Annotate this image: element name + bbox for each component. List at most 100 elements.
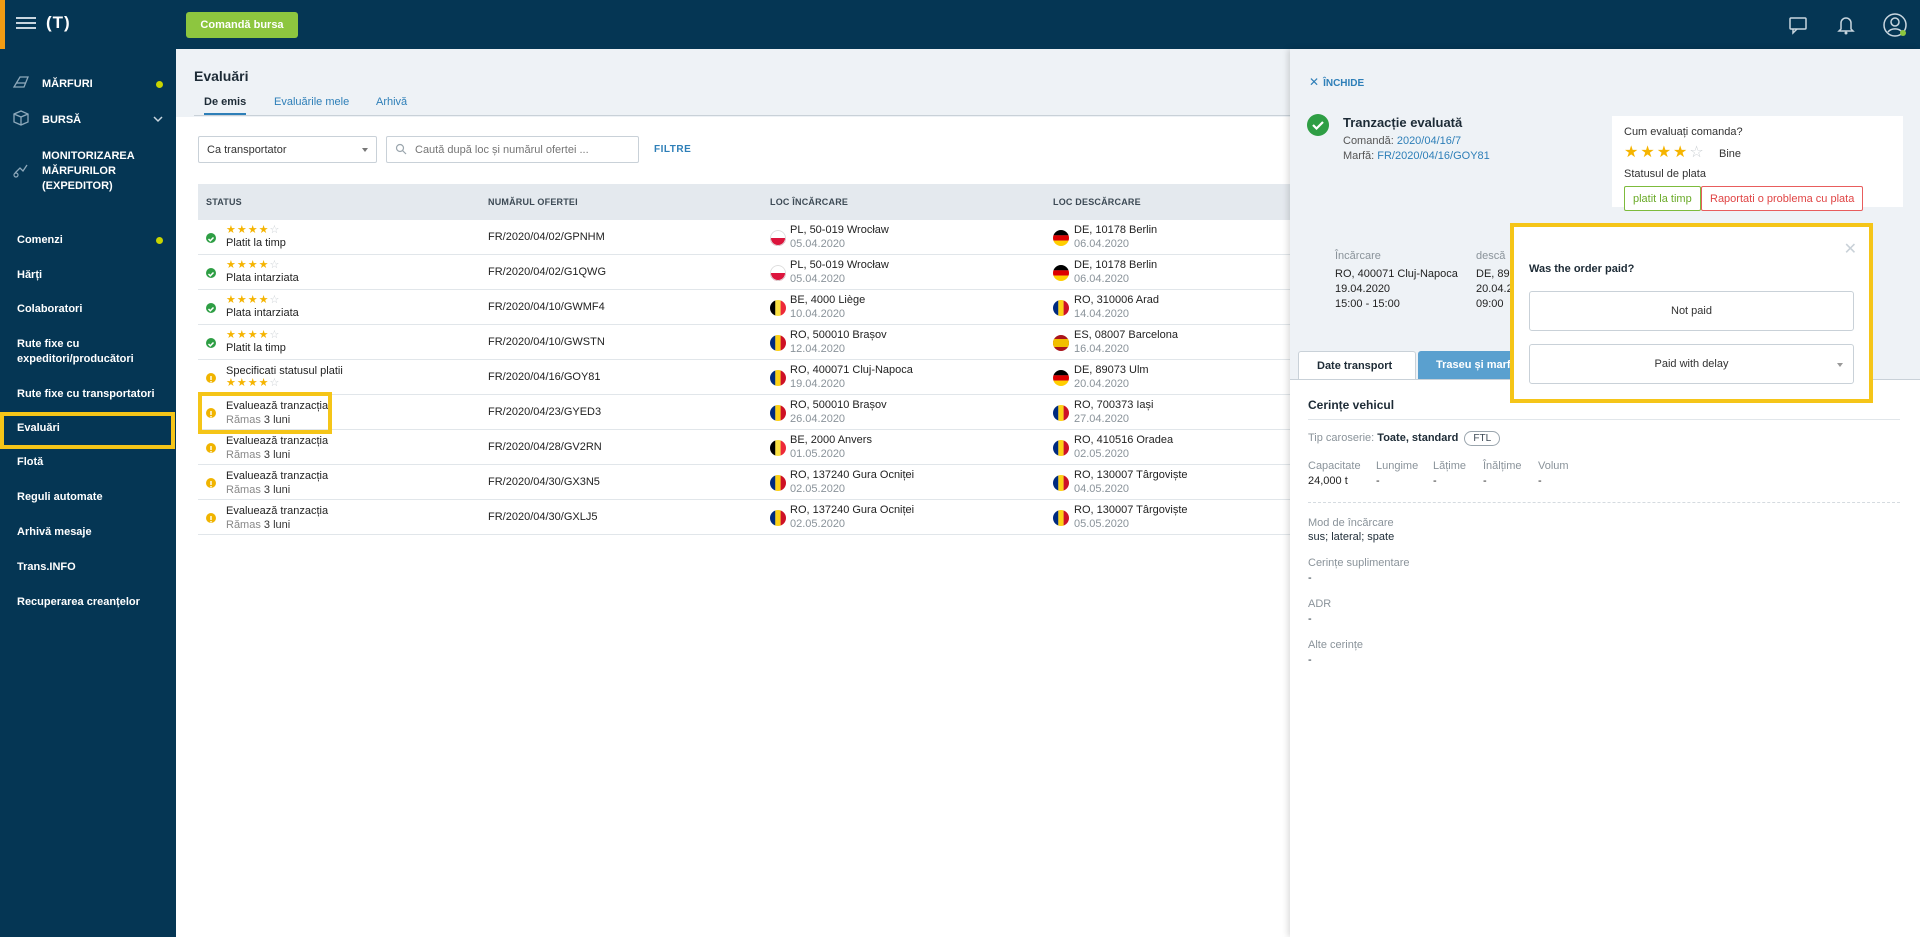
loading-place: RO, 400071 Cluj-Napoca — [1335, 268, 1458, 280]
role-select[interactable]: Ca transportator — [198, 136, 377, 163]
status-text: Plata intarziata — [226, 272, 299, 284]
table-row[interactable]: ★★★★☆ Plata intarziata FR/2020/04/10/GWMF4… — [198, 290, 1290, 325]
page-header: Evaluări De emis Evaluările mele Arhivă — [176, 49, 1290, 117]
rating-stars: ★★★★☆ — [226, 259, 281, 271]
status-text: Evaluează tranzacția — [226, 400, 329, 412]
sidebar-item-flota[interactable]: Flotă — [17, 456, 44, 468]
unloading-place: DE, 10178 Berlin — [1074, 224, 1158, 236]
tab-evaluarile-mele[interactable]: Evaluările mele — [274, 96, 350, 108]
flag-de-icon — [1053, 230, 1069, 246]
column-header-offer[interactable]: NUMĂRUL OFERTEI — [488, 197, 578, 207]
table-row[interactable]: ★★★★☆ Platit la timp FR/2020/04/10/GWSTN RO… — [198, 325, 1290, 360]
unloading-date: 16.04.2020 — [1074, 343, 1130, 355]
user-avatar-icon[interactable] — [1882, 12, 1908, 38]
unloading-place: RO, 410516 Oradea — [1074, 434, 1174, 446]
table-row[interactable]: Evaluează tranzacția Rămas 3 luni FR/2020/… — [198, 500, 1290, 535]
highlight-frame — [198, 392, 332, 434]
flag-ro-icon — [770, 370, 786, 386]
table-row[interactable]: Specificati statusul platii ★★★★☆ FR/2020/… — [198, 360, 1290, 395]
sidebar-item-colaboratori[interactable]: Colaboratori — [17, 303, 83, 315]
sidebar-item-monitorizare[interactable]: MONITORIZAREA MĂRFURILOR (EXPEDITOR) — [42, 150, 135, 192]
spec-value: - — [1538, 475, 1542, 487]
not-paid-button[interactable]: Not paid — [1529, 291, 1854, 331]
offer-number[interactable]: FR/2020/04/10/GWSTN — [488, 336, 605, 348]
adr-value: - — [1308, 613, 1312, 625]
spec-label: Volum — [1538, 460, 1569, 472]
table-row[interactable]: ★★★★☆ Platit la timp FR/2020/04/02/GPNHM PL… — [198, 220, 1290, 255]
flag-ro-icon — [1053, 300, 1069, 316]
loading-mode-value: sus; lateral; spate — [1308, 531, 1395, 543]
app-logo[interactable]: (T) — [46, 13, 71, 32]
sidebar-item-recuperare[interactable]: Recuperarea creanțelor — [17, 596, 140, 608]
close-icon[interactable]: ✕ — [1843, 241, 1857, 258]
cargo-icon — [12, 76, 29, 88]
filters-button[interactable]: FILTRE — [654, 144, 692, 155]
tab-arhiva[interactable]: Arhivă — [376, 96, 408, 108]
search-input[interactable] — [386, 136, 639, 163]
sidebar-item-bursa[interactable]: BURSĂ — [42, 114, 82, 126]
flag-pl-icon — [770, 230, 786, 246]
column-header-status[interactable]: STATUS — [206, 197, 242, 207]
order-link[interactable]: 2020/04/16/7 — [1396, 135, 1462, 147]
table-row[interactable]: Evaluează tranzacția Rămas 3 luni FR/2020/… — [198, 395, 1290, 430]
sidebar-item-harti[interactable]: Hărți — [17, 269, 43, 281]
accent-edge — [0, 0, 5, 49]
time-remaining-label: Rămas — [226, 519, 261, 531]
top-bar: (T) Comandă bursa — [0, 0, 1920, 49]
offer-number[interactable]: FR/2020/04/10/GWMF4 — [488, 301, 605, 313]
loading-time: 15:00 - 15:00 — [1335, 298, 1400, 310]
tab-de-emis[interactable]: De emis — [204, 96, 247, 115]
bell-icon[interactable] — [1835, 14, 1857, 36]
chevron-down-icon[interactable] — [153, 115, 163, 123]
offer-number[interactable]: FR/2020/04/02/G1QWG — [488, 266, 606, 278]
bursa-order-button[interactable]: Comandă bursa — [186, 12, 298, 38]
sidebar-item-marfuri[interactable]: MĂRFURI — [42, 78, 93, 90]
offer-number[interactable]: FR/2020/04/28/GV2RN — [488, 441, 602, 453]
chat-icon[interactable] — [1787, 14, 1809, 36]
sidebar-item-transinfo[interactable]: Trans.INFO — [17, 561, 76, 573]
table-row[interactable]: Evaluează tranzacția Rămas 3 luni FR/2020/… — [198, 465, 1290, 500]
loading-place: PL, 50-019 Wrocław — [790, 224, 889, 236]
unloading-place: DE, 89 — [1476, 268, 1510, 280]
unloading-date: 20.04.2 — [1476, 283, 1513, 295]
warning-icon — [206, 478, 216, 488]
offer-number[interactable]: FR/2020/04/30/GX3N5 — [488, 476, 600, 488]
sidebar-item-arhiva-mesaje[interactable]: Arhivă mesaje — [17, 526, 92, 538]
loading-place: PL, 50-019 Wrocław — [790, 259, 889, 271]
table-row[interactable]: Evaluează tranzacția Rămas 3 luni FR/2020/… — [198, 430, 1290, 465]
unloading-date: 27.04.2020 — [1074, 413, 1130, 425]
offer-number[interactable]: FR/2020/04/02/GPNHM — [488, 231, 605, 243]
warning-icon — [206, 408, 216, 418]
unloading-date: 14.04.2020 — [1074, 308, 1130, 320]
close-panel-button[interactable]: ✕ ÎNCHIDE — [1309, 75, 1364, 89]
sidebar-item-reguli[interactable]: Reguli automate — [17, 491, 103, 503]
menu-icon[interactable] — [16, 14, 36, 34]
loading-place: RO, 500010 Brașov — [790, 399, 887, 411]
paid-with-delay-select[interactable]: Paid with delay — [1529, 344, 1854, 384]
box-icon — [13, 110, 29, 126]
check-circle-icon — [206, 233, 216, 243]
table-row[interactable]: ★★★★☆ Plata intarziata FR/2020/04/02/G1QWG… — [198, 255, 1290, 290]
column-header-unloading[interactable]: LOC DESCĂRCARE — [1053, 197, 1141, 207]
sidebar-item-rute-expeditori[interactable]: Rute fixe cu expeditori/producători — [17, 338, 134, 365]
close-label: ÎNCHIDE — [1323, 78, 1365, 89]
tab-date-transport[interactable]: Date transport — [1298, 351, 1416, 379]
sidebar-item-evaluari[interactable]: Evaluări — [17, 422, 60, 434]
sidebar-item-comenzi[interactable]: Comenzi — [17, 234, 63, 246]
paid-on-time-button[interactable]: platit la timp — [1624, 186, 1701, 211]
sidebar-item-rute-transportatori[interactable]: Rute fixe cu transportatori — [17, 388, 155, 400]
time-remaining: Rămas 3 luni — [226, 484, 290, 496]
close-icon: ✕ — [1309, 75, 1320, 89]
offer-number[interactable]: FR/2020/04/30/GXLJ5 — [488, 511, 598, 523]
warning-icon — [206, 513, 216, 523]
column-header-loading[interactable]: LOC ÎNCĂRCARE — [770, 197, 849, 207]
offer-number[interactable]: FR/2020/04/23/GYED3 — [488, 406, 602, 418]
order-line: Comandă: 2020/04/16/7 — [1343, 135, 1461, 147]
loading-date: 02.05.2020 — [790, 518, 846, 530]
cargo-link[interactable]: FR/2020/04/16/GOY81 — [1377, 150, 1490, 162]
rating-stars[interactable]: ★★★★☆ — [1624, 144, 1706, 161]
flag-ro-icon — [1053, 510, 1069, 526]
report-payment-problem-button[interactable]: Raportati o problema cu plata — [1701, 186, 1864, 211]
offer-number[interactable]: FR/2020/04/16/GOY81 — [488, 371, 601, 383]
rating-word: Bine — [1719, 148, 1742, 160]
